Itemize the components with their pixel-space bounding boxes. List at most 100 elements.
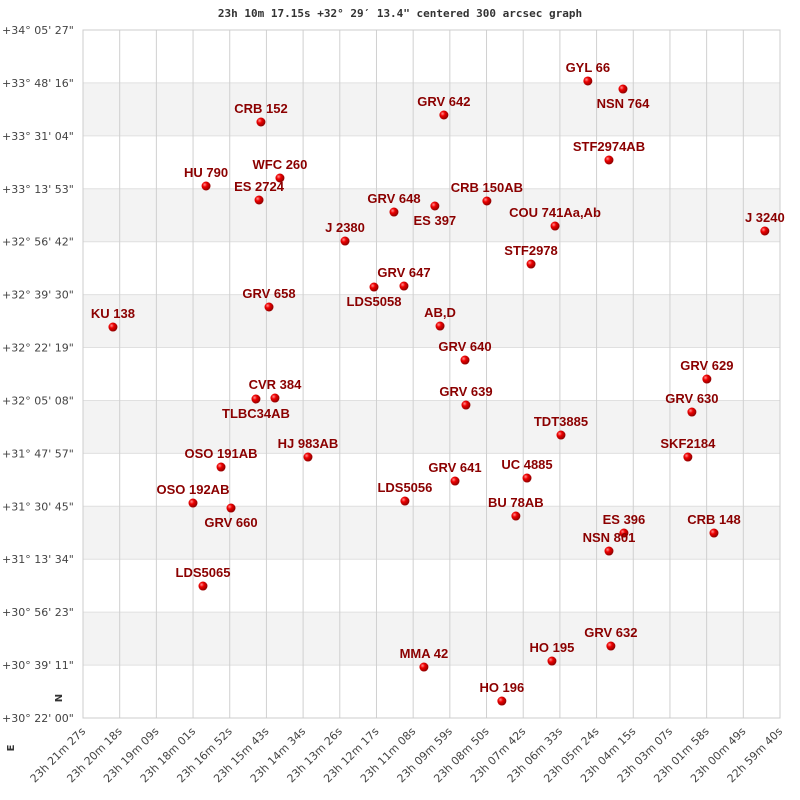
star-marker[interactable]: [369, 282, 379, 292]
star-marker[interactable]: [254, 195, 264, 205]
star-marker[interactable]: [604, 546, 614, 556]
star-marker[interactable]: [606, 641, 616, 651]
star-marker[interactable]: [275, 173, 285, 183]
star-marker[interactable]: [400, 496, 410, 506]
star-label: HJ 983AB: [278, 436, 339, 451]
star-point[interactable]: ES 397: [414, 201, 457, 229]
star-marker[interactable]: [482, 196, 492, 206]
star-label: GRV 642: [417, 94, 470, 109]
star-marker[interactable]: [583, 76, 593, 86]
star-point[interactable]: HO 196: [479, 680, 524, 706]
star-point[interactable]: WFC 260: [252, 157, 307, 183]
plot-bands: [83, 82, 780, 666]
star-marker[interactable]: [460, 355, 470, 365]
star-point[interactable]: GYL 66: [566, 60, 611, 86]
star-point[interactable]: TDT3885: [534, 414, 588, 440]
star-marker[interactable]: [198, 581, 208, 591]
star-point[interactable]: J 2380: [325, 220, 365, 246]
star-label: GRV 632: [584, 625, 637, 640]
y-tick-label: +31° 30' 45": [2, 500, 74, 513]
star-marker[interactable]: [522, 473, 532, 483]
star-marker[interactable]: [389, 207, 399, 217]
star-marker[interactable]: [547, 656, 557, 666]
star-point[interactable]: AB,D: [424, 305, 456, 331]
star-point[interactable]: GRV 648: [367, 191, 421, 217]
star-point[interactable]: GRV 642: [417, 94, 471, 120]
star-marker[interactable]: [709, 528, 719, 538]
star-point[interactable]: LDS5058: [347, 282, 402, 310]
star-point[interactable]: GRV 641: [428, 460, 482, 486]
star-marker[interactable]: [256, 117, 266, 127]
star-point[interactable]: UC 4885: [501, 457, 553, 483]
chart-title: 23h 10m 17.15s +32° 29′ 13.4" centered 3…: [218, 7, 582, 20]
star-point[interactable]: HU 790: [184, 165, 228, 191]
star-point[interactable]: KU 138: [91, 306, 135, 332]
star-marker[interactable]: [687, 407, 697, 417]
star-marker[interactable]: [430, 201, 440, 211]
star-point[interactable]: ES 396: [603, 512, 646, 538]
star-marker[interactable]: [461, 400, 471, 410]
star-point[interactable]: SKF2184: [660, 436, 716, 462]
star-point[interactable]: TLBC34AB: [222, 394, 290, 422]
star-point[interactable]: CVR 384: [249, 377, 303, 403]
star-marker[interactable]: [683, 452, 693, 462]
star-marker[interactable]: [439, 110, 449, 120]
star-marker[interactable]: [419, 662, 429, 672]
star-marker[interactable]: [251, 394, 261, 404]
star-marker[interactable]: [270, 393, 280, 403]
star-point[interactable]: J 3240: [745, 210, 785, 236]
star-label: ES 2724: [234, 179, 285, 194]
star-point[interactable]: CRB 152: [234, 101, 288, 127]
star-point[interactable]: HO 195: [530, 640, 575, 666]
star-marker[interactable]: [303, 452, 313, 462]
star-marker[interactable]: [399, 281, 409, 291]
star-point[interactable]: LDS5065: [176, 565, 231, 591]
star-point[interactable]: GRV 640: [438, 339, 492, 365]
star-point[interactable]: MMA 42: [400, 646, 449, 672]
star-point[interactable]: LDS5056: [377, 480, 432, 506]
star-point[interactable]: NSN 801: [583, 530, 636, 556]
star-point[interactable]: HJ 983AB: [278, 436, 339, 462]
star-point[interactable]: STF2978: [504, 243, 558, 269]
star-point[interactable]: GRV 660: [204, 503, 258, 531]
star-marker[interactable]: [526, 259, 536, 269]
star-point[interactable]: OSO 191AB: [185, 446, 258, 472]
star-point[interactable]: STF2974AB: [573, 139, 645, 165]
star-point[interactable]: ES 2724: [234, 179, 285, 205]
star-marker[interactable]: [511, 511, 521, 521]
star-point[interactable]: GRV 630: [665, 391, 719, 417]
star-marker[interactable]: [226, 503, 236, 513]
star-marker[interactable]: [108, 322, 118, 332]
star-marker[interactable]: [216, 462, 226, 472]
star-point[interactable]: GRV 647: [377, 265, 431, 291]
star-point[interactable]: GRV 629: [680, 358, 733, 384]
star-marker[interactable]: [450, 476, 460, 486]
star-marker[interactable]: [550, 221, 560, 231]
star-marker[interactable]: [188, 498, 198, 508]
star-marker[interactable]: [702, 374, 712, 384]
star-point[interactable]: GRV 639: [439, 384, 493, 410]
star-marker[interactable]: [760, 226, 770, 236]
y-tick-label: +33° 48' 16": [2, 77, 74, 90]
y-tick-label: +34° 05' 27": [2, 24, 74, 37]
star-marker[interactable]: [618, 84, 628, 94]
star-point[interactable]: OSO 192AB: [156, 482, 229, 508]
star-label: KU 138: [91, 306, 135, 321]
star-marker[interactable]: [340, 236, 350, 246]
star-marker[interactable]: [556, 430, 566, 440]
star-marker[interactable]: [435, 321, 445, 331]
star-point[interactable]: GRV 632: [584, 625, 638, 651]
star-marker[interactable]: [619, 528, 629, 538]
star-label: GRV 629: [680, 358, 733, 373]
star-marker[interactable]: [604, 155, 614, 165]
star-marker[interactable]: [497, 696, 507, 706]
star-point[interactable]: GRV 658: [242, 286, 296, 312]
star-point[interactable]: CRB 148: [687, 512, 741, 538]
star-marker[interactable]: [201, 181, 211, 191]
star-marker[interactable]: [264, 302, 274, 312]
star-point[interactable]: COU 741Aa,Ab: [509, 205, 601, 231]
star-point[interactable]: NSN 764: [597, 84, 651, 112]
star-point[interactable]: BU 78AB: [488, 495, 544, 521]
star-point[interactable]: CRB 150AB: [451, 180, 523, 206]
